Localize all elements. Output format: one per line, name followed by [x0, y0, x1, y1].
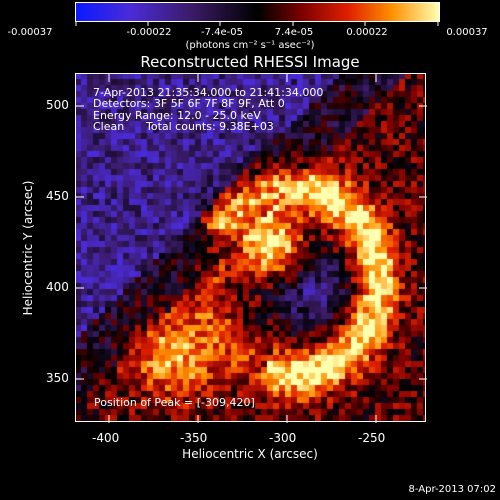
colorbar-gradient: [76, 3, 439, 21]
algorithm-text: Clean: [93, 120, 125, 133]
colorbar-tick-label: -7.4e-05: [201, 27, 243, 38]
colorbar-tick-label: 0.00037: [446, 27, 488, 38]
time-range-text: 7-Apr-2013 21:35:34.000 to 21:41:34.000: [93, 86, 324, 99]
colorbar-tick-label: -0.00022: [126, 27, 172, 38]
x-tick-label: -250: [358, 431, 386, 445]
x-tick-label: -400: [92, 431, 120, 445]
rhessi-image-canvas: [75, 73, 426, 422]
y-tick-label: 450: [46, 189, 69, 203]
colorbar-tick-label: 0.00022: [346, 27, 388, 38]
colorbar-unit-label: (photons cm⁻² s⁻¹ asec⁻²): [185, 40, 315, 51]
footer-date: 8-Apr-2013 07:02: [408, 484, 496, 495]
peak-position-text: Position of Peak = [-309,420]: [94, 396, 255, 409]
colorbar-tick-label: 7.4e-05: [274, 27, 314, 38]
colorbar-tick-label: -0.00037: [7, 27, 53, 38]
energy-range-text: Energy Range: 12.0 - 25.0 keV: [93, 109, 261, 122]
image-title: Reconstructed RHESSI Image: [140, 53, 360, 71]
y-tick-label: 400: [46, 280, 69, 294]
total-counts-text: Total counts: 9.38E+03: [146, 120, 274, 133]
rhessi-image: [75, 73, 426, 422]
y-axis-label: Heliocentric Y (arcsec): [21, 180, 35, 316]
colorbar: [75, 2, 440, 22]
y-tick-label: 350: [46, 371, 69, 385]
x-tick-label: -300: [269, 431, 297, 445]
x-tick-label: -350: [180, 431, 208, 445]
detectors-text: Detectors: 3F 5F 6F 7F 8F 9F, Att 0: [93, 97, 285, 110]
y-tick-label: 500: [46, 98, 69, 112]
colorbar-tick-marks: [75, 21, 440, 27]
x-axis-label: Heliocentric X (arcsec): [182, 447, 318, 461]
